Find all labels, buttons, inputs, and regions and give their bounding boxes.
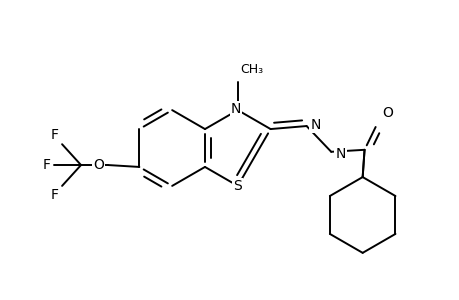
Text: CH₃: CH₃ (239, 63, 263, 76)
Text: O: O (93, 158, 104, 172)
Text: N: N (230, 102, 241, 116)
Text: N: N (335, 147, 345, 161)
Text: F: F (51, 128, 59, 142)
Text: N: N (310, 118, 320, 132)
Text: F: F (43, 158, 50, 172)
Text: O: O (381, 106, 392, 119)
Text: F: F (51, 188, 59, 202)
Text: S: S (233, 179, 241, 193)
